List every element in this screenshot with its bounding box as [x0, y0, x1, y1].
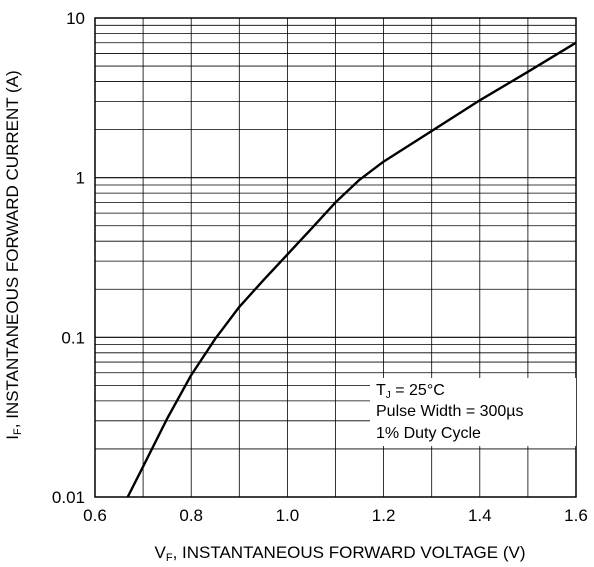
- x-axis-title: VF, INSTANTANEOUS FORWARD VOLTAGE (V): [154, 543, 525, 564]
- grid: [95, 18, 576, 497]
- x-tick-label: 1.4: [468, 506, 492, 525]
- y-tick-label: 10: [66, 9, 85, 28]
- tick-labels: 0.6 0.8 1.0 1.2 1.4 1.6 0.01 0.1 1 10: [52, 9, 588, 525]
- annotation-background: [370, 378, 576, 446]
- x-tick-label: 0.6: [83, 506, 107, 525]
- annotation-line-2: Pulse Width = 300µs: [376, 403, 524, 420]
- x-tick-label: 1.6: [564, 506, 588, 525]
- series-line: [126, 41, 577, 498]
- y-tick-label: 0.01: [52, 488, 85, 507]
- x-tick-label: 1.0: [276, 506, 300, 525]
- y-axis-title: IF, INSTANTANEOUS FORWARD CURRENT (A): [3, 70, 24, 439]
- x-tick-label: 1.2: [372, 506, 396, 525]
- annotation: TJ = 25°C Pulse Width = 300µs 1% Duty Cy…: [370, 378, 576, 446]
- plot-frame: [94, 17, 577, 498]
- annotation-line-1: TJ = 25°C: [376, 382, 445, 401]
- series: [126, 41, 577, 498]
- y-tick-label: 0.1: [61, 328, 85, 347]
- annotation-line-3: 1% Duty Cycle: [376, 425, 481, 442]
- x-tick-label: 0.8: [179, 506, 203, 525]
- y-tick-label: 1: [76, 169, 85, 188]
